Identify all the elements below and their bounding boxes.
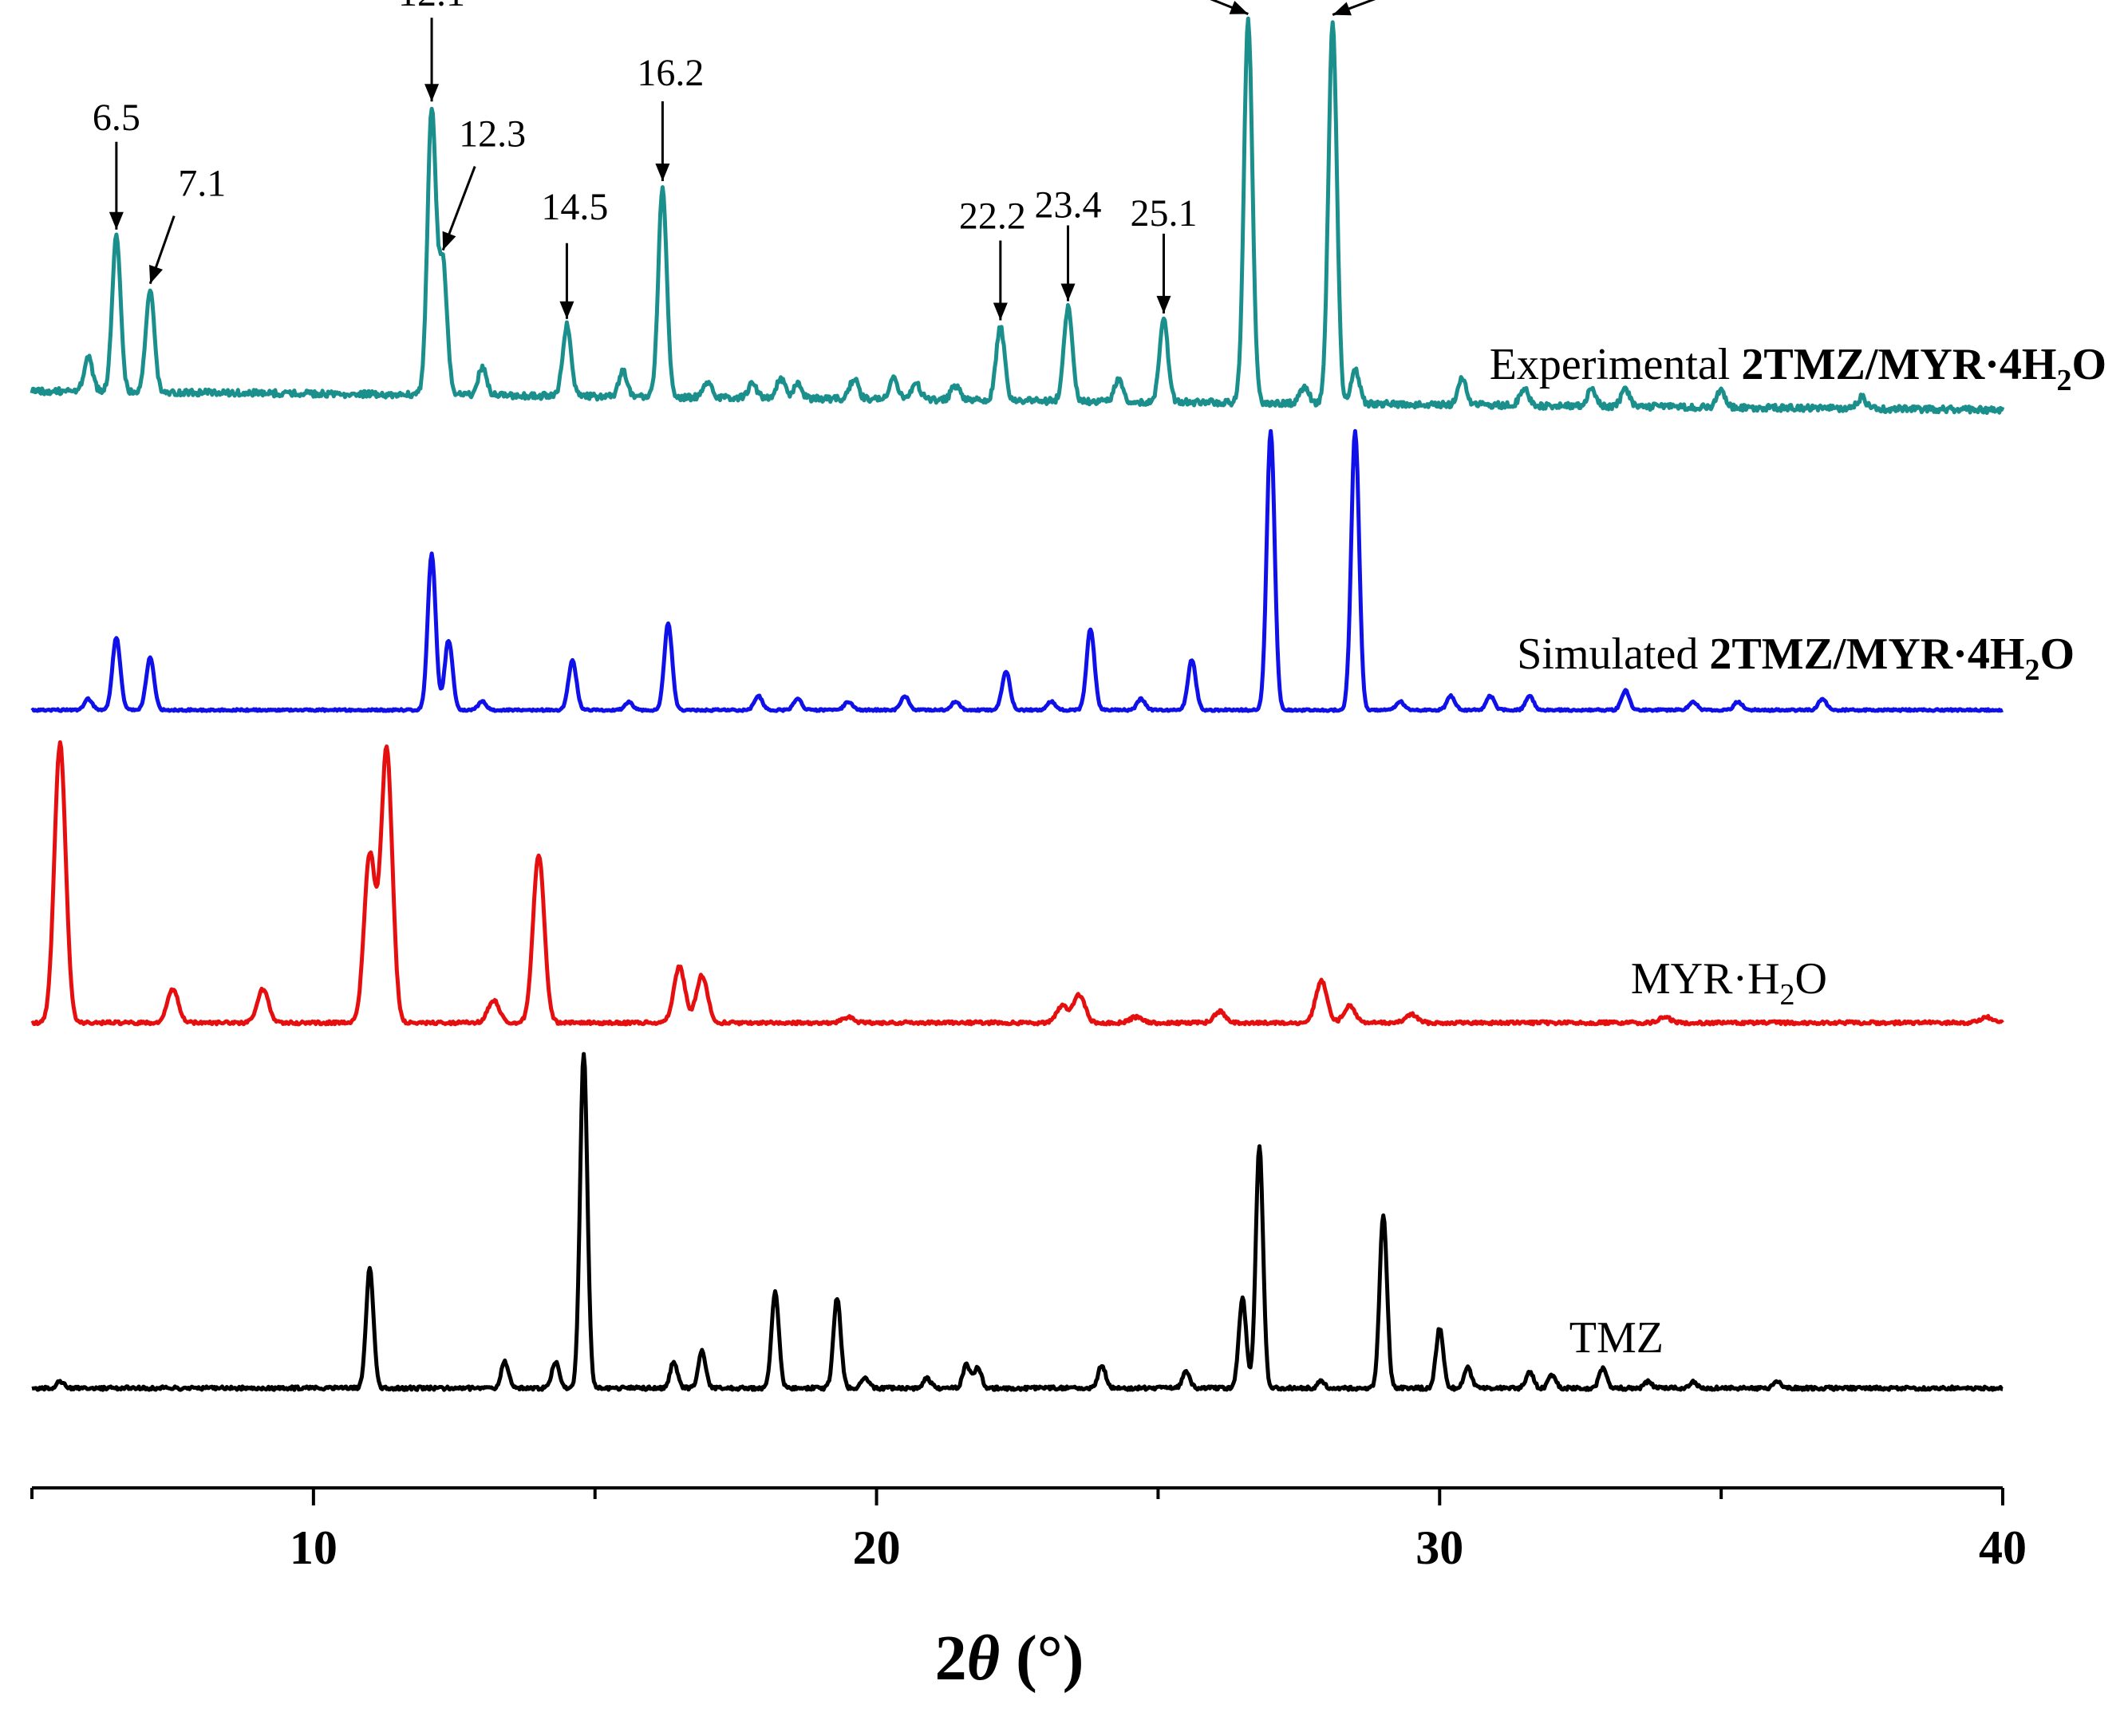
peak-label-1: 7.1 <box>178 163 226 205</box>
peak-label-5: 16.2 <box>637 52 704 94</box>
annotation-arrowhead-1 <box>149 264 164 284</box>
peak-label-6: 22.2 <box>959 195 1026 237</box>
annotation-arrowhead-8 <box>1156 295 1171 314</box>
traces-layer <box>30 16 2005 1392</box>
trace-label-0: Experimental 2TMZ/MYR·4H2O <box>1490 340 2106 397</box>
annotation-arrowhead-7 <box>1060 283 1076 302</box>
peak-label-0: 6.5 <box>93 97 140 139</box>
annotation-arrowhead-5 <box>655 163 670 181</box>
annotation-arrowhead-0 <box>109 211 124 230</box>
x-axis-title: 2θ (°) <box>935 1624 1084 1694</box>
peak-label-4: 14.5 <box>541 186 608 228</box>
trace-label-2: MYR·H2O <box>1631 954 1827 1012</box>
annotation-arrowhead-4 <box>559 301 574 319</box>
annotation-arrowhead-2 <box>424 84 440 102</box>
annotation-arrowhead-10 <box>1332 2 1352 16</box>
peak-label-3: 12.3 <box>459 113 526 156</box>
x-tick-label-30: 30 <box>1415 1521 1463 1574</box>
peak-label-2: 12.1 <box>398 0 465 14</box>
series-line-1 <box>30 428 2004 713</box>
series-line-0 <box>30 16 2005 416</box>
peak-label-7: 23.4 <box>1035 183 1102 226</box>
trace-label-3: TMZ <box>1569 1313 1664 1363</box>
series-line-2 <box>30 740 2004 1027</box>
peak-label-10: 28.1 <box>1392 0 1459 8</box>
x-tick-label-10: 10 <box>290 1521 338 1574</box>
x-axis: 10 20 30 40 <box>30 1486 2027 1574</box>
annotation-arrowhead-3 <box>442 231 456 251</box>
x-tick-label-20: 20 <box>853 1521 901 1574</box>
x-tick-label-40: 40 <box>1979 1521 2027 1574</box>
peak-label-8: 25.1 <box>1130 192 1197 235</box>
series-line-3 <box>30 1051 2004 1392</box>
annotation-arrowhead-6 <box>993 302 1008 321</box>
peak-annotations: 6.5 7.1 12.1 12.3 14.5 16.2 22.223.4 25.1 26.6 28… <box>93 0 1459 321</box>
trace-labels: Experimental 2TMZ/MYR·4H2O Simulated 2TMZ… <box>1490 340 2106 1363</box>
annotation-arrowhead-9 <box>1229 1 1249 14</box>
peak-label-9: 26.6 <box>1089 0 1156 7</box>
trace-label-1: Simulated 2TMZ/MYR·4H2O <box>1517 629 2075 687</box>
